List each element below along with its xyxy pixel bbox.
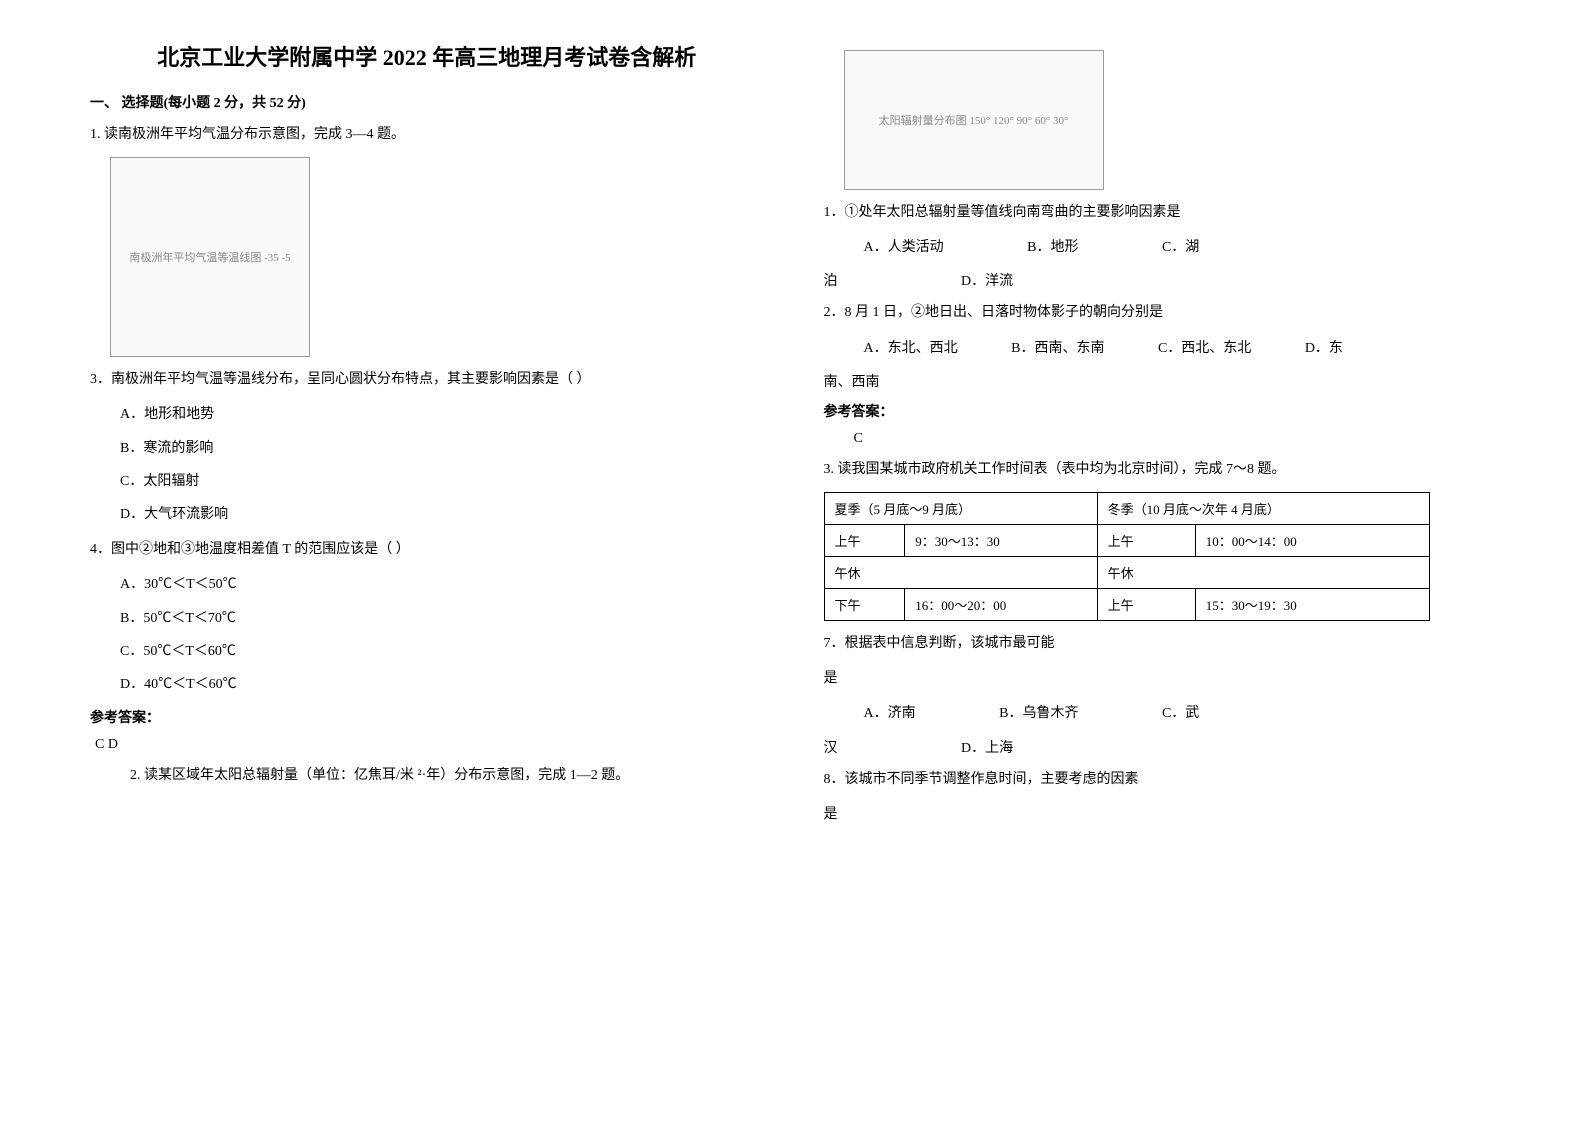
q3-option-c: C．太阳辐射 (90, 469, 764, 494)
table-cell: 午休 (824, 556, 1097, 588)
exam-title: 北京工业大学附属中学 2022 年高三地理月考试卷含解析 (90, 40, 764, 72)
table-cell: 上午 (824, 524, 905, 556)
q2-2-options-line1: A．东北、西北 B．西南、东南 C．西北、东北 D．东 (824, 336, 1498, 361)
q4-option-a: A．30℃＜T＜50℃ (90, 572, 764, 597)
q4-option-b: B．50℃＜T＜70℃ (90, 606, 764, 631)
section-1-header: 一、 选择题(每小题 2 分，共 52 分) (90, 92, 764, 112)
table-row: 午休 午休 (824, 556, 1429, 588)
table-cell: 下午 (824, 588, 905, 620)
work-schedule-table: 夏季（5 月底～9 月底） 冬季（10 月底～次年 4 月底） 上午 9：30～… (824, 492, 1430, 621)
q3set-intro: 3. 读我国某城市政府机关工作时间表（表中均为北京时间），完成 7～8 题。 (824, 457, 1498, 482)
q4-text: 4．图中②地和③地温度相差值 T 的范围应该是（ ） (90, 537, 764, 562)
answer-text-1: C D (90, 737, 764, 753)
q2-1-option-b: B．地形 (1027, 235, 1078, 260)
q2-1-options-line1: A．人类活动 B．地形 C．湖 (824, 235, 1498, 260)
antarctica-temp-map: 南极洲年平均气温等温线图 -35 -5 (110, 157, 310, 357)
table-cell-season-summer: 夏季（5 月底～9 月底） (824, 492, 1097, 524)
q7-text: 7．根据表中信息判断，该城市最可能 (824, 631, 1498, 656)
q7-option-b: B．乌鲁木齐 (999, 701, 1078, 726)
q2-2-option-c: C．西北、东北 (1158, 341, 1251, 356)
q2-2-option-d: D．东 (1305, 341, 1343, 356)
table-cell: 16：00～20：00 (905, 588, 1097, 620)
answer-label-1: 参考答案： (90, 707, 764, 727)
q7-option-c-cont: 汉 (824, 741, 838, 756)
table-cell: 15：30～19：30 (1195, 588, 1429, 620)
q4-option-c: C．50℃＜T＜60℃ (90, 639, 764, 664)
q7-options-line1: A．济南 B．乌鲁木齐 C．武 (824, 701, 1498, 726)
q7-option-a: A．济南 (824, 701, 916, 726)
q2-1-option-a: A．人类活动 (824, 235, 944, 260)
table-cell: 午休 (1097, 556, 1429, 588)
table-cell-season-winter: 冬季（10 月底～次年 4 月底） (1097, 492, 1429, 524)
table-cell: 上午 (1097, 588, 1195, 620)
q8-text-2: 是 (824, 802, 1498, 827)
q2-2-option-a: A．东北、西北 (824, 341, 958, 356)
q2-1-text: 1．①处年太阳总辐射量等值线向南弯曲的主要影响因素是 (824, 200, 1498, 225)
q8-text: 8．该城市不同季节调整作息时间，主要考虑的因素 (824, 767, 1498, 792)
q2-2-options-line2: 南、西南 (824, 371, 1498, 391)
q2-1-option-d: D．洋流 (841, 274, 1013, 289)
q3-option-b: B．寒流的影响 (90, 436, 764, 461)
left-column: 北京工业大学附属中学 2022 年高三地理月考试卷含解析 一、 选择题(每小题 … (60, 40, 794, 1082)
q7-options-line2: 汉 D．上海 (824, 737, 1498, 757)
table-cell: 10：00～14：00 (1195, 524, 1429, 556)
table-row: 上午 9：30～13：30 上午 10：00～14：00 (824, 524, 1429, 556)
table-cell: 上午 (1097, 524, 1195, 556)
answer-label-2: 参考答案： (824, 401, 1498, 421)
table-row: 夏季（5 月底～9 月底） 冬季（10 月底～次年 4 月底） (824, 492, 1429, 524)
img-alt-text-2: 太阳辐射量分布图 150° 120° 90° 60° 30° (879, 112, 1069, 128)
q2-1-option-c-cont: 泊 (824, 274, 838, 289)
q2-2-option-b: B．西南、东南 (1011, 341, 1104, 356)
q3-option-a: A．地形和地势 (90, 402, 764, 427)
q7-option-c: C．武 (1162, 706, 1199, 721)
right-column: 太阳辐射量分布图 150° 120° 90° 60° 30° 1．①处年太阳总辐… (794, 40, 1528, 1082)
q1-intro: 1. 读南极洲年平均气温分布示意图，完成 3—4 题。 (90, 122, 764, 147)
answer-text-2: C (824, 431, 1498, 447)
solar-radiation-map: 太阳辐射量分布图 150° 120° 90° 60° 30° (844, 50, 1104, 190)
q7-option-d: D．上海 (841, 741, 1013, 756)
q7-text-2: 是 (824, 666, 1498, 691)
q2-1-option-c: C．湖 (1162, 240, 1199, 255)
img-alt-text: 南极洲年平均气温等温线图 -35 -5 (129, 249, 290, 265)
q3-text: 3．南极洲年平均气温等温线分布，呈同心圆状分布特点，其主要影响因素是（ ） (90, 367, 764, 392)
table-cell: 9：30～13：30 (905, 524, 1097, 556)
q2-1-options-line2: 泊 D．洋流 (824, 270, 1498, 290)
table-row: 下午 16：00～20：00 上午 15：30～19：30 (824, 588, 1429, 620)
q2-intro: 2. 读某区域年太阳总辐射量（单位：亿焦耳/米 ²·年）分布示意图，完成 1—2… (90, 763, 764, 788)
q3-option-d: D．大气环流影响 (90, 502, 764, 527)
q2-2-text: 2．8 月 1 日，②地日出、日落时物体影子的朝向分别是 (824, 300, 1498, 325)
q4-option-d: D．40℃＜T＜60℃ (90, 672, 764, 697)
